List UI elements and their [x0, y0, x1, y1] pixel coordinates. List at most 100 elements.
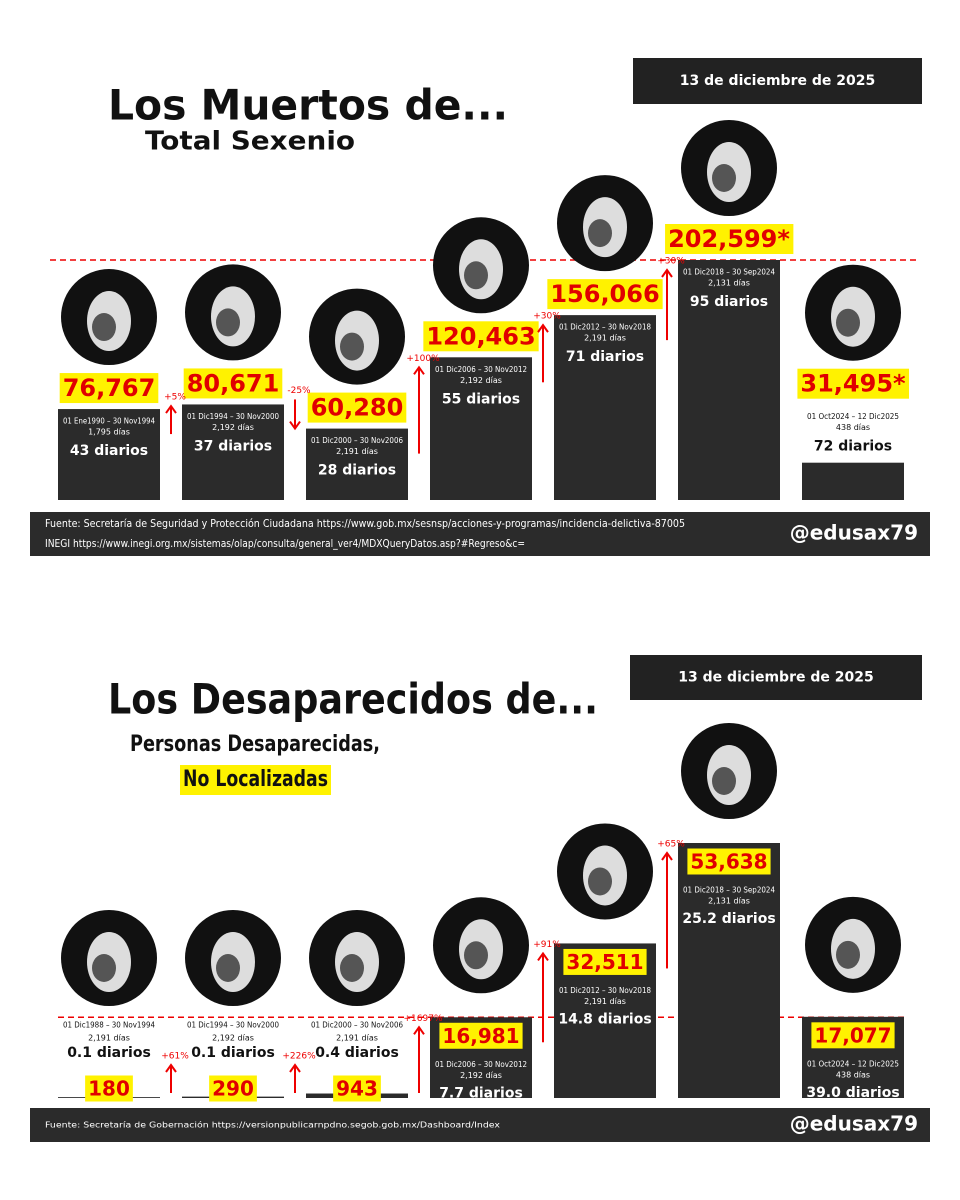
- arrow-head: [661, 851, 673, 861]
- value-label: 943: [336, 1077, 378, 1101]
- value-highlight: [665, 224, 794, 254]
- days: 2,191 días: [584, 997, 626, 1006]
- footer: [30, 512, 930, 556]
- period: 01 Dic1994 – 30 Nov2000: [187, 1021, 279, 1030]
- change-label: +30%: [533, 312, 561, 322]
- highlight: [180, 765, 331, 795]
- change-label: +100%: [406, 354, 440, 364]
- chart-subtitle: Total Sexenio: [145, 127, 355, 157]
- portrait-shadow: [836, 308, 860, 337]
- arrow-head: [537, 323, 549, 333]
- value-label: 120,463: [426, 322, 535, 350]
- source: INEGI https://www.inegi.org.mx/sistemas/…: [45, 537, 525, 550]
- arrow-head: [661, 268, 673, 278]
- daily-rate: 0.4 diarios: [315, 1045, 399, 1061]
- date: 13 de diciembre de 2025: [680, 73, 875, 89]
- days: 2,192 días: [212, 1034, 254, 1043]
- period: 01 Dic1994 – 30 Nov2000: [187, 412, 279, 421]
- portrait-shadow: [836, 940, 860, 969]
- value-label: 156,066: [550, 280, 659, 308]
- value-highlight: [439, 1022, 523, 1049]
- value-highlight: [423, 321, 539, 352]
- chart-subtitle: No Localizadas: [183, 767, 328, 792]
- days: 2,192 días: [460, 1071, 502, 1080]
- arrow-head: [165, 1063, 177, 1073]
- portrait-shadow: [92, 954, 116, 982]
- arrow-head: [289, 1063, 301, 1073]
- days: 2,192 días: [212, 423, 254, 432]
- days: 438 días: [836, 423, 870, 432]
- change-label: +226%: [282, 1052, 316, 1062]
- portrait-shadow: [216, 954, 240, 982]
- arrow-head: [413, 365, 425, 375]
- bar: [554, 315, 656, 500]
- value-highlight: [85, 1075, 133, 1102]
- daily-rate: 25.2 diarios: [682, 911, 775, 927]
- portrait-shadow: [588, 219, 612, 248]
- value-highlight: [183, 368, 283, 399]
- daily-rate: 28 diarios: [318, 463, 396, 479]
- change-label: +65%: [657, 840, 685, 850]
- daily-rate: 0.1 diarios: [67, 1045, 151, 1061]
- portrait-shadow: [712, 767, 736, 795]
- bar: [678, 260, 780, 500]
- daily-rate: 43 diarios: [70, 443, 148, 459]
- value-highlight: [687, 848, 771, 875]
- days: 1,795 días: [88, 428, 130, 437]
- chart-subtitle: Personas Desaparecidas,: [130, 732, 380, 757]
- source: Fuente: Secretaría de Gobernación https:…: [45, 1120, 500, 1130]
- period: 01 Dic1988 – 30 Nov1994: [63, 1021, 155, 1030]
- chart-title: Los Desaparecidos de...: [108, 675, 598, 724]
- source: Fuente: Secretaría de Seguridad y Protec…: [45, 517, 685, 530]
- portrait-shadow: [340, 954, 364, 982]
- value-label: 290: [212, 1077, 254, 1101]
- period: 01 Dic2018 – 30 Sep2024: [683, 886, 775, 895]
- value-label: 180: [88, 1077, 130, 1101]
- days: 2,191 días: [584, 334, 626, 343]
- period: 01 Dic2018 – 30 Sep2024: [683, 268, 775, 277]
- value-highlight: [307, 392, 407, 423]
- arrow-head: [289, 421, 301, 431]
- daily-rate: 95 diarios: [690, 294, 768, 310]
- value-highlight: [209, 1075, 257, 1102]
- daily-rate: 55 diarios: [442, 391, 520, 407]
- days: 2,131 días: [708, 279, 750, 288]
- days: 2,191 días: [88, 1034, 130, 1043]
- days: 2,191 días: [336, 1034, 378, 1043]
- change-label: +30%: [657, 257, 685, 267]
- value-highlight: [547, 279, 663, 310]
- period: 01 Oct2024 – 12 Dic2025: [807, 412, 899, 421]
- period: 01 Dic2012 – 30 Nov2018: [559, 323, 651, 332]
- portrait-shadow: [712, 164, 736, 192]
- period: 01 Dic2006 – 30 Nov2012: [435, 365, 527, 374]
- handle: @edusax79: [790, 1112, 918, 1136]
- value-highlight: [797, 368, 910, 399]
- value-label: 80,671: [187, 369, 280, 397]
- value-label: 16,981: [442, 1024, 519, 1048]
- value-highlight: [59, 373, 159, 404]
- days: 2,191 días: [336, 447, 378, 456]
- period: 01 Oct2024 – 12 Dic2025: [807, 1059, 899, 1068]
- date: 13 de diciembre de 2025: [678, 670, 873, 686]
- chart-title: Los Muertos de...: [108, 81, 508, 130]
- daily-rate: 7.7 diarios: [439, 1085, 523, 1101]
- bar: [182, 404, 284, 500]
- portrait-shadow: [588, 867, 612, 896]
- daily-rate: 0.1 diarios: [191, 1045, 275, 1061]
- date-box: [630, 655, 922, 700]
- daily-rate: 14.8 diarios: [558, 1011, 651, 1027]
- value-highlight: [563, 948, 647, 975]
- value-label: 202,599*: [668, 225, 790, 253]
- bar: [306, 428, 408, 500]
- bar: [678, 843, 780, 1098]
- period: 01 Dic2000 – 30 Nov2006: [311, 436, 403, 445]
- value-label: 32,511: [566, 950, 643, 974]
- bar: [58, 409, 160, 500]
- arrow-head: [537, 951, 549, 962]
- change-label: +5%: [164, 393, 186, 403]
- value-label: 31,495*: [800, 370, 906, 398]
- daily-rate: 39.0 diarios: [806, 1085, 899, 1101]
- bar: [802, 462, 904, 500]
- portrait-shadow: [92, 313, 116, 342]
